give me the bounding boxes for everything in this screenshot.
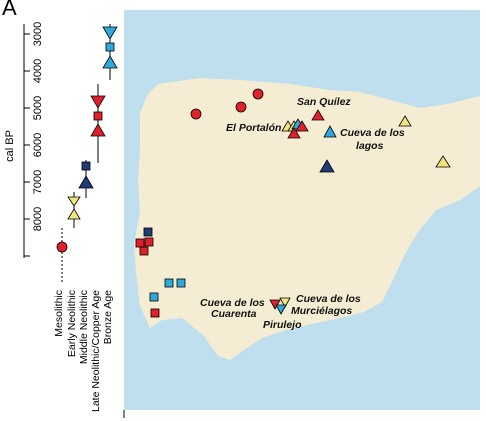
period-label-bronze-age: Bronze Age (102, 290, 114, 344)
map-markers (135, 88, 451, 318)
tick-label-4000: 4000 (32, 59, 44, 83)
site-marker-circle (235, 101, 247, 113)
panel-letter: A (2, 0, 17, 20)
axis-title: cal BP (4, 130, 16, 162)
site-marker-triangle (319, 159, 335, 173)
mesolithic-marker (56, 241, 68, 253)
middle-neolithic-marker-square (81, 161, 91, 171)
iberian-peninsula-land (134, 78, 480, 360)
site-marker-triangle-down (275, 304, 287, 315)
site-label-san-quilez: San Quílez (297, 96, 351, 108)
timeline-axis: 3000 4000 5000 6000 7000 8000 cal BP (4, 22, 44, 258)
tick-label-8000: 8000 (32, 207, 44, 231)
timeline-symbols (56, 26, 118, 253)
bronze-age-marker-down (102, 26, 118, 40)
period-label-middle-neolithic: Middle Neolithic (78, 290, 90, 364)
site-marker-triangle (287, 127, 301, 139)
site-marker-circle (190, 108, 202, 120)
tick-label-7000: 7000 (32, 170, 44, 194)
site-marker-triangle (435, 155, 451, 168)
site-marker-triangle-down (279, 297, 291, 308)
site-label-cueva-lagos-line1: Cueva de los (340, 127, 405, 139)
site-label-el-portalon: El Portalón (226, 122, 281, 134)
site-label-cueva-cuarenta-line2: Cuarenta (211, 308, 257, 320)
map-panel (123, 10, 480, 418)
site-marker-square (150, 308, 160, 318)
site-marker-square (164, 278, 174, 288)
tick-label-6000: 6000 (32, 133, 44, 157)
middle-neolithic-marker-triangle (78, 175, 94, 189)
tick-label-3000: 3000 (32, 22, 44, 46)
bronze-age-marker-square (105, 42, 115, 52)
late-neolithic-marker-down (90, 95, 106, 109)
period-label-mesolithic: Mesolithic (53, 290, 65, 337)
site-marker-circle (252, 88, 264, 100)
period-label-early-neolithic: Early Neolithic (66, 290, 78, 357)
timeline-ticks (24, 33, 30, 257)
late-neolithic-marker-square (93, 111, 103, 121)
site-label-cueva-cuarenta-line1: Cueva de los (200, 297, 265, 309)
tick-label-5000: 5000 (32, 96, 44, 120)
site-marker-square (135, 238, 145, 248)
period-label-late-neolithic: Late Neolithic/Copper Age (90, 290, 102, 412)
site-marker-triangle (311, 109, 325, 121)
site-marker-triangle (295, 120, 309, 132)
site-label-pirulejo: Pirulejo (263, 319, 302, 331)
site-marker-square (139, 246, 149, 256)
site-marker-triangle (398, 115, 412, 127)
early-neolithic-marker-down (67, 196, 81, 207)
early-neolithic-marker-up (67, 208, 81, 220)
site-marker-square (149, 292, 159, 302)
site-marker-square (176, 278, 186, 288)
period-bars (61, 24, 111, 284)
site-marker-square (144, 237, 154, 247)
bronze-age-marker-up (102, 55, 118, 69)
late-neolithic-marker-up (90, 123, 106, 137)
site-marker-triangle-down (269, 299, 281, 310)
site-labels: San Quílez El Portalón Cueva de los lago… (200, 96, 405, 331)
site-marker-triangle (323, 125, 337, 138)
site-label-cueva-lagos-line2: lagos (356, 140, 384, 152)
site-marker-square (143, 227, 153, 237)
site-label-cueva-murcielagos-line1: Cueva de los (296, 293, 361, 305)
site-label-cueva-murcielagos-line2: Murciélagos (291, 305, 352, 317)
